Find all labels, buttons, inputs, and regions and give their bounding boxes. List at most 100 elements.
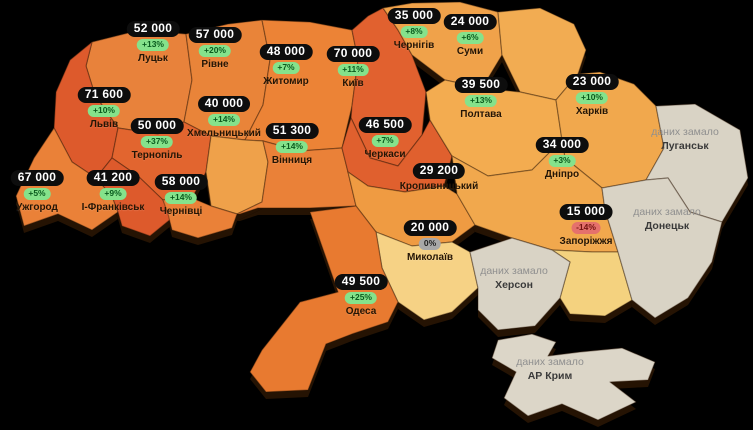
region-change-badge: +25% (345, 292, 377, 304)
region-value-pill: 39 500 (454, 77, 508, 94)
region-name-label: Суми (456, 45, 484, 57)
region-label-kyiv: 70 000 +11% Київ (326, 46, 380, 89)
region-change-badge: +14% (208, 114, 240, 126)
region-name-label: Миколаїв (406, 251, 454, 263)
region-change-badge: +7% (371, 135, 399, 147)
region-label-cherkasy: 46 500 +7% Черкаси (358, 117, 412, 160)
region-change-badge: +3% (548, 155, 576, 167)
region-value-pill: 49 500 (334, 274, 388, 291)
region-shape-zaporizhzhia (551, 249, 633, 317)
region-label-mykolaiv: 20 000 0% Миколаїв (403, 220, 457, 263)
region-label-ternopil: 50 000 +37% Тернопіль (130, 118, 184, 161)
region-value-pill: 15 000 (559, 204, 613, 221)
region-value-pill: 67 000 (10, 170, 64, 187)
region-label-lviv: 71 600 +10% Львів (77, 87, 131, 130)
region-name-label: АР Крим (527, 369, 573, 382)
region-label-khmelnytskyi: 40 000 +14% Хмельницький (187, 96, 261, 139)
region-change-badge: +10% (88, 105, 120, 117)
region-label-poltava: 39 500 +13% Полтава (454, 77, 508, 120)
region-name-label: Чернівці (159, 205, 203, 217)
region-name-label: І-Франківськ (81, 201, 145, 213)
region-change-badge: +9% (99, 188, 127, 200)
region-value-pill: 52 000 (126, 21, 180, 38)
region-change-badge: +13% (465, 95, 497, 107)
region-value-pill: 51 300 (265, 123, 319, 140)
region-label-kherson: даних замало Херсон (480, 265, 548, 291)
region-change-badge: +37% (141, 136, 173, 148)
region-shape-crimea (491, 333, 656, 421)
region-change-badge: +7% (272, 62, 300, 74)
region-value-pill: 24 000 (443, 14, 497, 31)
region-change-badge: +6% (456, 32, 484, 44)
region-value-pill: 46 500 (358, 117, 412, 134)
region-nodata-text: даних замало (633, 206, 701, 218)
region-label-luhansk: даних замало Луганськ (651, 126, 719, 152)
region-nodata-text: даних замало (651, 126, 719, 138)
map-regions (15, 1, 749, 421)
region-shape-chernivtsi (162, 197, 238, 239)
region-value-pill: 70 000 (326, 46, 380, 63)
region-nodata-text: даних замало (516, 356, 584, 368)
region-change-badge: +14% (276, 141, 308, 153)
region-label-kharkiv: 23 000 +10% Харків (565, 74, 619, 117)
region-value-pill: 40 000 (197, 96, 251, 113)
region-label-rivne: 57 000 +20% Рівне (188, 27, 242, 70)
region-value-pill: 20 000 (403, 220, 457, 237)
region-label-odesa: 49 500 +25% Одеса (334, 274, 388, 317)
region-name-label: Полтава (460, 108, 502, 120)
region-change-badge: +14% (165, 192, 197, 204)
region-value-pill: 41 200 (86, 170, 140, 187)
region-value-pill: 58 000 (154, 174, 208, 191)
region-name-label: Львів (89, 118, 119, 130)
region-value-pill: 48 000 (259, 44, 313, 61)
region-name-label: Вінниця (271, 154, 313, 166)
region-name-label: Ужгород (16, 201, 58, 213)
region-name-label: Кропивницький (399, 181, 479, 193)
region-change-badge: +11% (337, 64, 369, 76)
region-name-label: Запоріжжя (559, 235, 613, 247)
region-name-label: Луцьк (138, 52, 168, 64)
region-label-zakarpattia: 67 000 +5% Ужгород (10, 170, 64, 213)
region-shape-kherson (469, 237, 571, 331)
region-label-chernihiv: 35 000 +8% Чернігів (387, 8, 441, 51)
region-name-label: Житомир (263, 75, 309, 87)
region-label-ivano_frankivsk: 41 200 +9% І-Франківськ (81, 170, 145, 213)
region-value-pill: 57 000 (188, 27, 242, 44)
region-name-label: Чернігів (393, 39, 435, 51)
region-label-kirovohrad: 29 200 Кропивницький (400, 163, 478, 192)
region-shape-vinnytsia (236, 140, 357, 215)
region-name-label: Дніпро (544, 168, 580, 180)
region-change-badge: 0% (418, 238, 442, 250)
region-name-label: Донецьк (644, 219, 690, 232)
region-shape-odesa (249, 205, 399, 393)
region-label-crimea: даних замало АР Крим (516, 356, 584, 382)
region-nodata-text: даних замало (480, 265, 548, 277)
region-name-label: Херсон (495, 278, 533, 291)
region-change-badge: +13% (137, 39, 169, 51)
region-value-pill: 29 200 (412, 163, 466, 180)
region-change-badge: +10% (576, 92, 608, 104)
region-label-zhytomyr: 48 000 +7% Житомир (259, 44, 313, 87)
region-name-label: Хмельницький (187, 127, 261, 139)
region-label-volyn: 52 000 +13% Луцьк (126, 21, 180, 64)
region-value-pill: 50 000 (130, 118, 184, 135)
region-value-pill: 23 000 (565, 74, 619, 91)
region-value-pill: 71 600 (77, 87, 131, 104)
region-name-label: Луганськ (661, 139, 709, 152)
region-label-chernivtsi: 58 000 +14% Чернівці (154, 174, 208, 217)
region-label-sumy: 24 000 +6% Суми (443, 14, 497, 57)
region-name-label: Рівне (201, 58, 229, 70)
region-change-badge: -14% (571, 222, 601, 234)
region-label-dnipro: 34 000 +3% Дніпро (535, 137, 589, 180)
region-name-label: Харків (575, 105, 609, 117)
region-value-pill: 35 000 (387, 8, 441, 25)
region-name-label: Київ (342, 77, 364, 89)
region-name-label: Одеса (345, 305, 377, 317)
region-change-badge: +8% (400, 26, 428, 38)
region-change-badge: +5% (23, 188, 51, 200)
region-name-label: Черкаси (364, 148, 406, 160)
region-value-pill: 34 000 (535, 137, 589, 154)
